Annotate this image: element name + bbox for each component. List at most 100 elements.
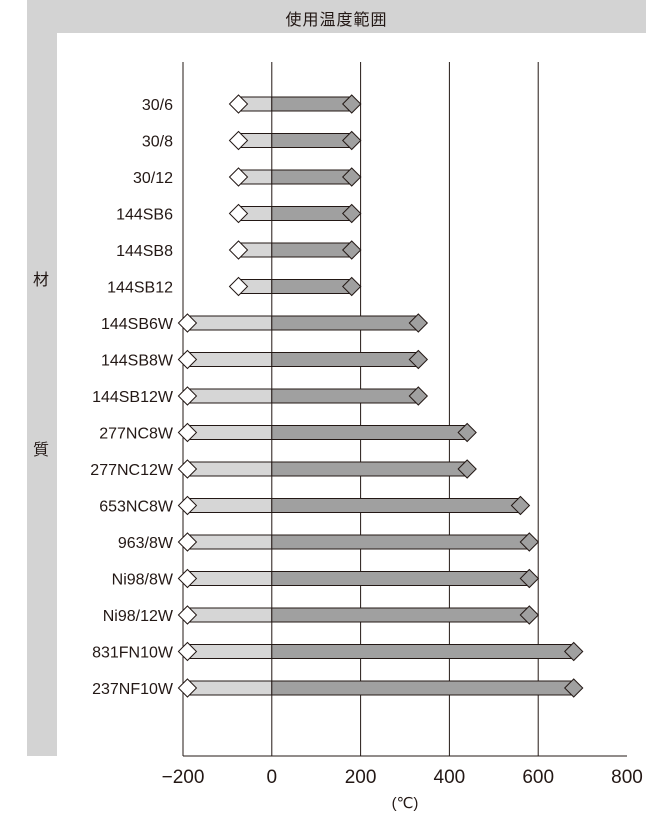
category-label: 144SB12 [107, 280, 173, 297]
min-marker [177, 459, 198, 479]
bar-positive-segment [271, 388, 419, 404]
min-marker [228, 167, 249, 187]
category-label: 144SB8 [116, 243, 173, 260]
min-marker [177, 605, 198, 625]
max-marker [342, 240, 362, 260]
category-label: 963/8W [118, 535, 174, 552]
max-marker [457, 422, 477, 443]
range-bar [228, 167, 362, 187]
min-marker [228, 130, 249, 151]
max-marker [408, 349, 429, 370]
bar-negative-segment [186, 644, 273, 659]
bar-positive-segment [271, 571, 530, 586]
bar-negative-segment [186, 571, 273, 586]
range-bar [228, 203, 362, 224]
bar-negative-segment [186, 425, 273, 440]
bar-negative-segment [186, 388, 273, 404]
min-marker [228, 94, 249, 114]
range-bar [177, 349, 429, 370]
bar-negative-segment [186, 461, 273, 477]
bar-positive-segment [271, 352, 419, 367]
bar-negative-segment [186, 680, 273, 696]
min-marker [177, 641, 198, 662]
max-marker [408, 386, 429, 406]
y-axis-label-panel: 材 質 [27, 33, 57, 756]
x-tick-label: −200 [162, 767, 205, 788]
min-marker [177, 568, 198, 589]
bar-positive-segment [271, 169, 353, 185]
bar-positive-segment [271, 680, 575, 696]
max-marker [342, 167, 362, 187]
max-marker [457, 459, 477, 479]
min-marker [177, 386, 198, 406]
min-marker [177, 495, 198, 516]
min-marker [177, 313, 198, 333]
range-bars [177, 94, 584, 698]
range-bar [177, 459, 477, 479]
max-marker [510, 495, 531, 516]
max-marker [564, 678, 584, 698]
bar-positive-segment [271, 534, 530, 550]
bar-positive-segment [271, 279, 353, 294]
min-marker [228, 203, 249, 224]
category-label: 144SB8W [101, 353, 174, 370]
category-label: 30/6 [142, 97, 173, 114]
category-label: 831FN10W [92, 645, 174, 662]
max-marker [342, 130, 362, 151]
bar-positive-segment [271, 607, 530, 623]
bar-negative-segment [186, 352, 273, 367]
min-marker [228, 240, 249, 260]
max-marker [519, 605, 540, 625]
x-tick-label: 0 [267, 767, 278, 788]
range-bar [177, 386, 429, 406]
max-marker [519, 532, 540, 552]
bar-positive-segment [271, 425, 468, 440]
category-label: 144SB6W [101, 316, 174, 333]
bar-positive-segment [271, 242, 353, 258]
range-bar [177, 568, 540, 589]
x-tick-label: 200 [345, 767, 377, 788]
y-axis-label-char-2: 質 [32, 442, 49, 459]
category-label: Ni98/8W [112, 572, 174, 589]
category-label: 237NF10W [92, 681, 174, 698]
range-bar [177, 605, 540, 625]
range-bar [177, 641, 584, 662]
bar-negative-segment [186, 534, 273, 550]
x-tick-labels: −200 0 200 400 600 800 [162, 767, 643, 788]
bar-positive-segment [271, 461, 468, 477]
bar-positive-segment [271, 133, 353, 148]
category-label: 30/12 [133, 170, 173, 187]
range-bar [177, 532, 540, 552]
range-bar [228, 240, 362, 260]
x-axis-unit: (℃) [392, 795, 419, 812]
x-tick-label: 400 [434, 767, 466, 788]
range-bar [228, 276, 362, 297]
category-label: 277NC12W [90, 462, 174, 479]
min-marker [177, 678, 198, 698]
category-label: 653NC8W [99, 499, 174, 516]
category-label: 144SB6 [116, 207, 173, 224]
max-marker [564, 641, 584, 662]
range-bar [177, 313, 429, 333]
chart-title: 使用温度範囲 [285, 12, 388, 29]
bar-negative-segment [186, 315, 273, 331]
range-bar [177, 422, 477, 443]
max-marker [342, 276, 362, 297]
max-marker [342, 203, 362, 224]
min-marker [177, 532, 198, 552]
range-bar [177, 678, 584, 698]
bar-negative-segment [186, 607, 273, 623]
title-bar: 使用温度範囲 [27, 0, 646, 33]
range-bar [228, 130, 362, 151]
category-label: 144SB12W [92, 389, 174, 406]
category-labels: 30/6 30/8 30/12 144SB6 144SB8 144SB12 144SB6W 1… [90, 97, 174, 698]
min-marker [177, 422, 198, 443]
category-label: 277NC8W [99, 426, 174, 443]
bar-positive-segment [271, 644, 575, 659]
bar-positive-segment [271, 206, 353, 221]
x-tick-label: 800 [611, 767, 643, 788]
min-marker [177, 349, 198, 370]
max-marker [342, 94, 362, 114]
y-axis-label-char-1: 材 [32, 272, 49, 289]
